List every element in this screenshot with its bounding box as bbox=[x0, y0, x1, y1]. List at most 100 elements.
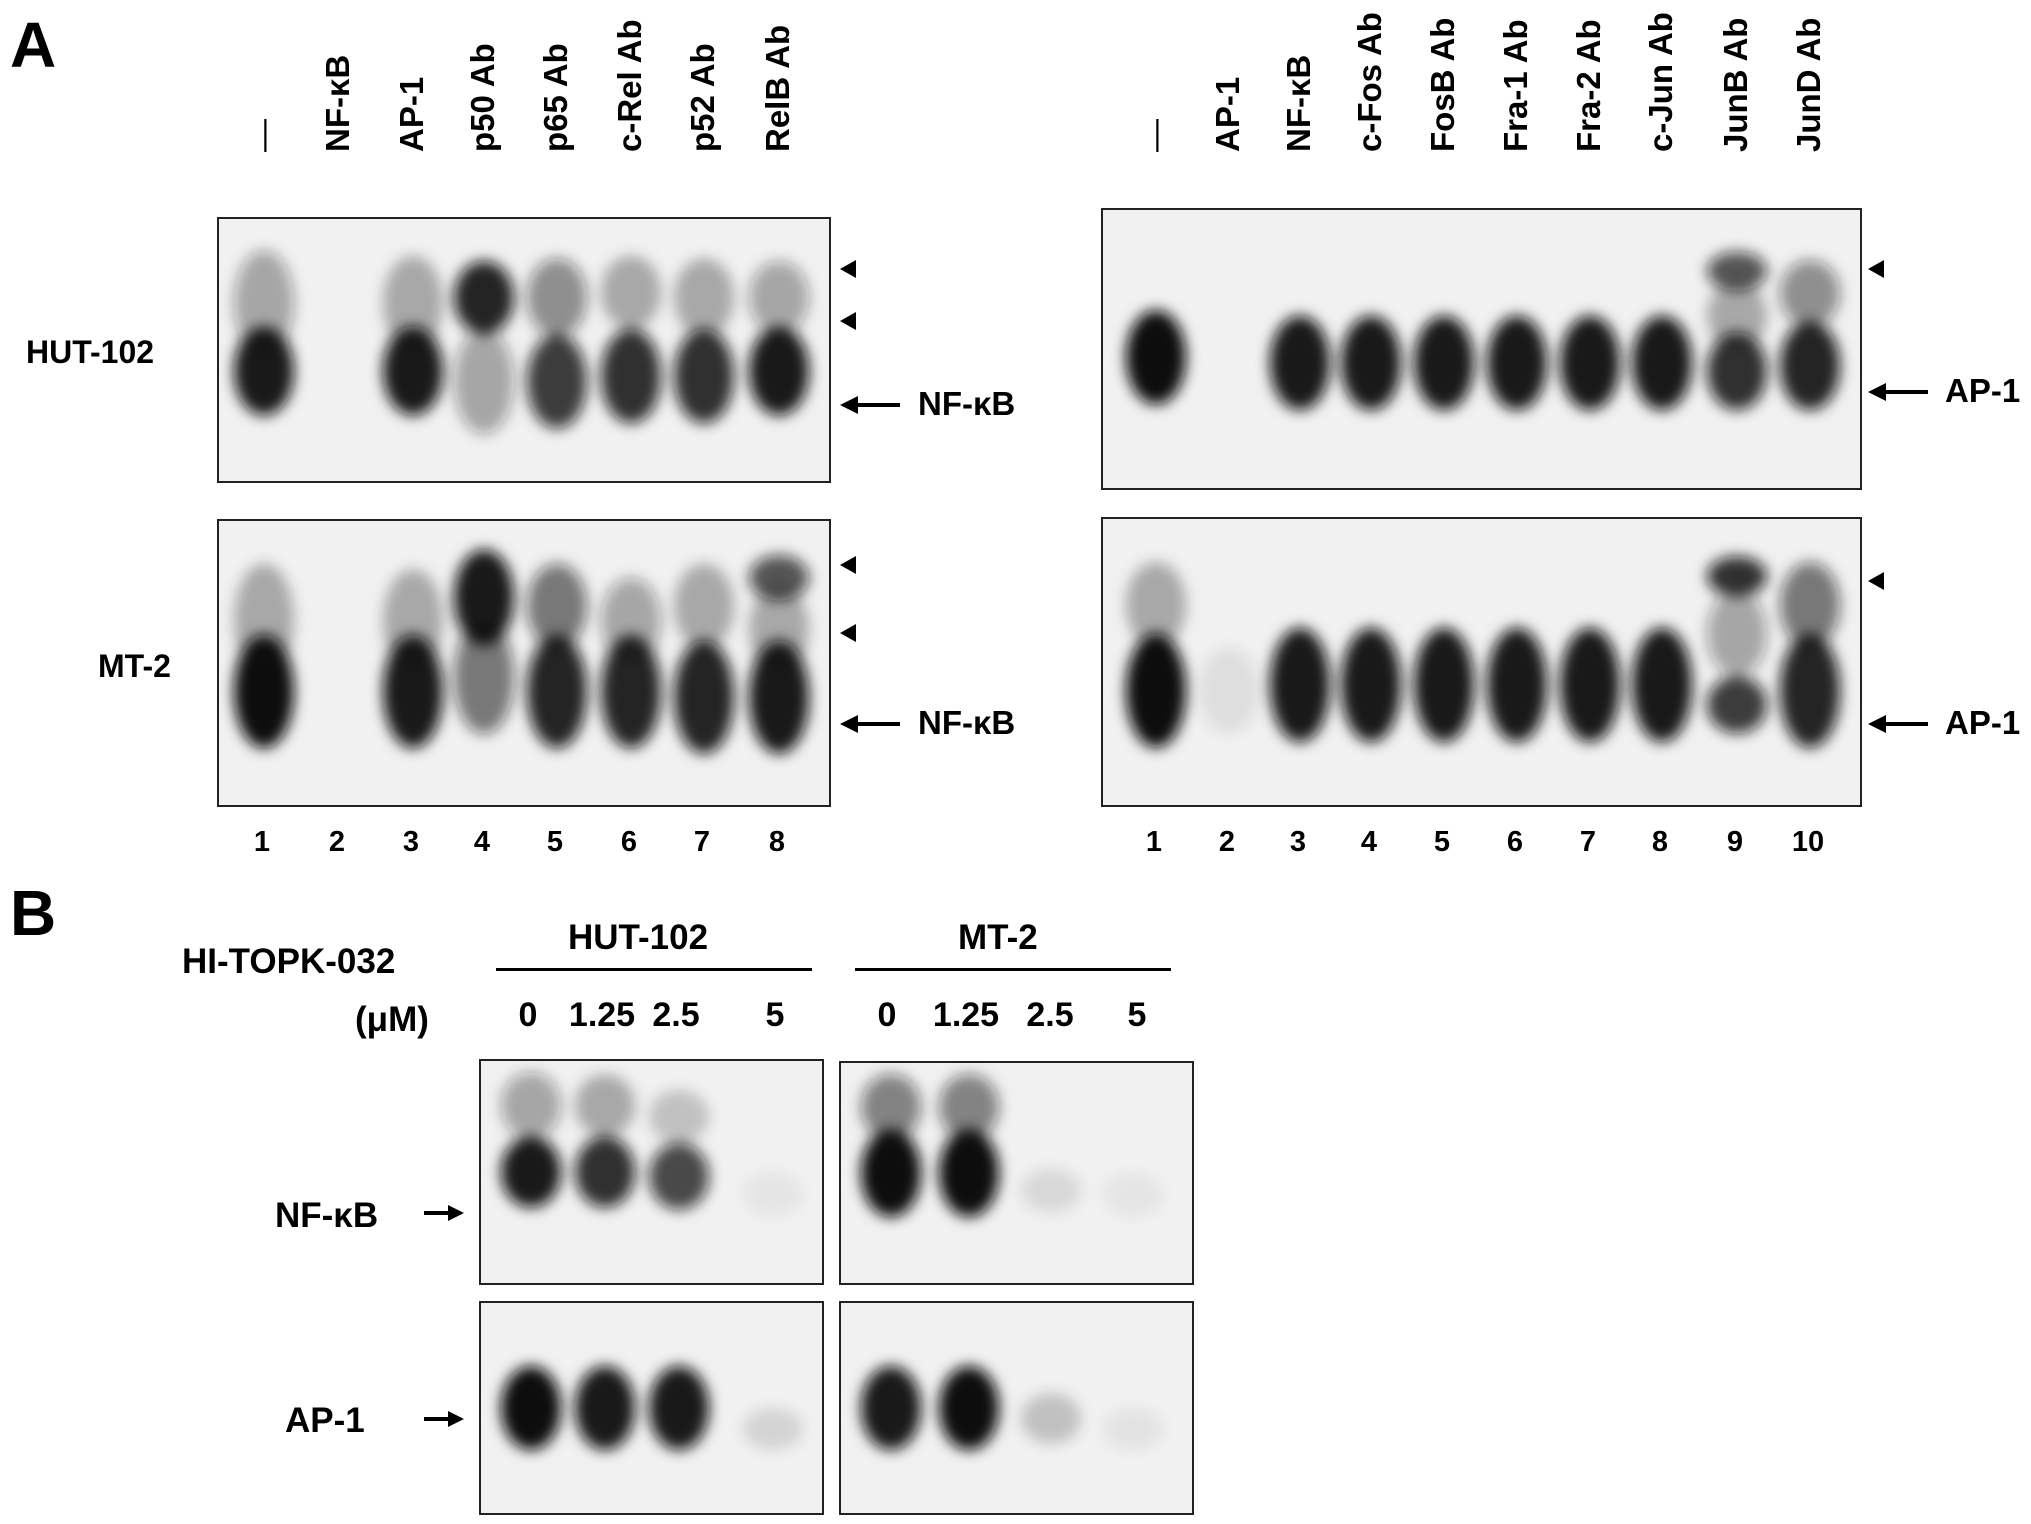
band-label-nfkb-a1: NF-κB bbox=[918, 385, 1016, 422]
lane-number: 1 bbox=[253, 826, 271, 858]
band-label-ap1-b: AP-1 bbox=[285, 1401, 365, 1440]
gel-band bbox=[674, 640, 734, 754]
gel-band bbox=[939, 1366, 999, 1450]
gel-band bbox=[861, 1366, 921, 1450]
gel-band bbox=[861, 1074, 921, 1140]
gel-band bbox=[649, 1143, 709, 1210]
lane-number: 4 bbox=[473, 826, 491, 858]
gel-band bbox=[1126, 633, 1186, 748]
gel-band bbox=[527, 258, 587, 337]
band-label-nfkb-b: NF-κB bbox=[275, 1196, 379, 1235]
gel-band bbox=[1707, 676, 1767, 734]
panel-b-letter: B bbox=[10, 877, 57, 949]
lane-number: 2 bbox=[1218, 826, 1236, 858]
lane-number: 2 bbox=[328, 826, 346, 858]
gel-band bbox=[1707, 282, 1767, 349]
gel-band bbox=[1341, 627, 1401, 743]
gel-band bbox=[527, 634, 587, 749]
lane-label: NF-κB bbox=[319, 54, 356, 152]
treatment-label: HI-TOPK-032 bbox=[182, 942, 396, 981]
arrowhead-icon bbox=[1868, 572, 1884, 590]
lane-number: 3 bbox=[1289, 826, 1307, 858]
gel-band bbox=[1560, 315, 1620, 411]
lane-label: JunB Ab bbox=[1717, 17, 1754, 152]
gel-band bbox=[527, 334, 587, 429]
gel-right-hut102 bbox=[1101, 208, 1862, 490]
gel-band bbox=[454, 620, 514, 734]
gel-band bbox=[601, 255, 661, 330]
lane-label: p50 Ab bbox=[464, 43, 501, 152]
gel-b-nfkb-mt2 bbox=[839, 1061, 1194, 1285]
lane-label: Fra-1 Ab bbox=[1497, 19, 1534, 152]
gel-band bbox=[1780, 561, 1840, 648]
gel-band bbox=[454, 549, 514, 646]
lane-number: 7 bbox=[1579, 826, 1597, 858]
gel-band bbox=[383, 569, 443, 672]
gel-band bbox=[234, 326, 294, 416]
lane-label: AP-1 bbox=[1209, 76, 1246, 152]
band-label-nfkb-a2: NF-κB bbox=[918, 704, 1016, 741]
gel-left-mt2 bbox=[217, 519, 831, 807]
right-arrow-icon bbox=[424, 1202, 464, 1224]
gel-band bbox=[749, 586, 809, 672]
gel-band bbox=[674, 563, 734, 649]
lane-number: 3 bbox=[402, 826, 420, 858]
arrowhead-icon bbox=[840, 624, 856, 642]
gel-band bbox=[1560, 627, 1620, 743]
gel-band bbox=[501, 1366, 561, 1450]
concentration-label: 5 bbox=[1127, 996, 1147, 1034]
lane-label: JunD Ab bbox=[1790, 17, 1827, 152]
gel-band bbox=[1270, 627, 1330, 743]
gel-band bbox=[1103, 1408, 1163, 1450]
gel-band bbox=[1632, 627, 1692, 743]
lane-label: c-Jun Ab bbox=[1642, 12, 1679, 152]
gel-band bbox=[1487, 315, 1547, 411]
gel-band bbox=[527, 563, 587, 649]
gel-b-nfkb-hut102 bbox=[479, 1059, 824, 1285]
row-label-mt2: MT-2 bbox=[98, 648, 171, 684]
row-label-hut102: HUT-102 bbox=[26, 334, 155, 370]
lane-number: 4 bbox=[1360, 826, 1378, 858]
lane-label: NF-κB bbox=[1280, 54, 1317, 152]
gel-band bbox=[674, 258, 734, 337]
gel-band bbox=[383, 326, 443, 416]
gel-band bbox=[1270, 315, 1330, 411]
lane-number: 8 bbox=[768, 826, 786, 858]
concentration-label: 0 bbox=[518, 996, 538, 1034]
group-line-hut102 bbox=[496, 968, 812, 971]
gel-band bbox=[383, 255, 443, 350]
gel-b-ap1-hut102 bbox=[479, 1301, 824, 1515]
lane-label: c-Fos Ab bbox=[1351, 12, 1388, 152]
gel-band bbox=[1707, 251, 1767, 291]
lane-label: RelB Ab bbox=[759, 24, 796, 152]
lane-number: 5 bbox=[546, 826, 564, 858]
panel-a-letter: A bbox=[10, 9, 57, 81]
unit-label: (μM) bbox=[355, 1000, 429, 1039]
gel-band bbox=[601, 634, 661, 749]
lane-label: — bbox=[1136, 119, 1173, 152]
gel-band bbox=[1707, 332, 1767, 411]
gel-band bbox=[1707, 556, 1767, 597]
gel-band bbox=[1414, 627, 1474, 743]
gel-band bbox=[749, 640, 809, 754]
band-label-ap1-a1: AP-1 bbox=[1945, 372, 2021, 409]
gel-band bbox=[454, 329, 514, 434]
gel-band bbox=[743, 1172, 803, 1217]
gel-band bbox=[1780, 633, 1840, 748]
lane-number: 7 bbox=[693, 826, 711, 858]
gel-band bbox=[1414, 315, 1474, 411]
gel-band bbox=[501, 1072, 561, 1139]
gel-band bbox=[501, 1136, 561, 1208]
left-arrow-icon bbox=[840, 712, 902, 736]
lane-number: 10 bbox=[1791, 826, 1825, 858]
gel-band bbox=[1632, 315, 1692, 411]
gel-band bbox=[454, 260, 514, 335]
lane-label: Fra-2 Ab bbox=[1570, 19, 1607, 152]
gel-band bbox=[1021, 1168, 1081, 1213]
gel-band bbox=[575, 1136, 635, 1208]
group-label-mt2: MT-2 bbox=[958, 918, 1038, 957]
lane-number: 1 bbox=[1145, 826, 1163, 858]
gel-band bbox=[601, 577, 661, 663]
group-line-mt2 bbox=[855, 968, 1171, 971]
lane-number: 5 bbox=[1433, 826, 1451, 858]
